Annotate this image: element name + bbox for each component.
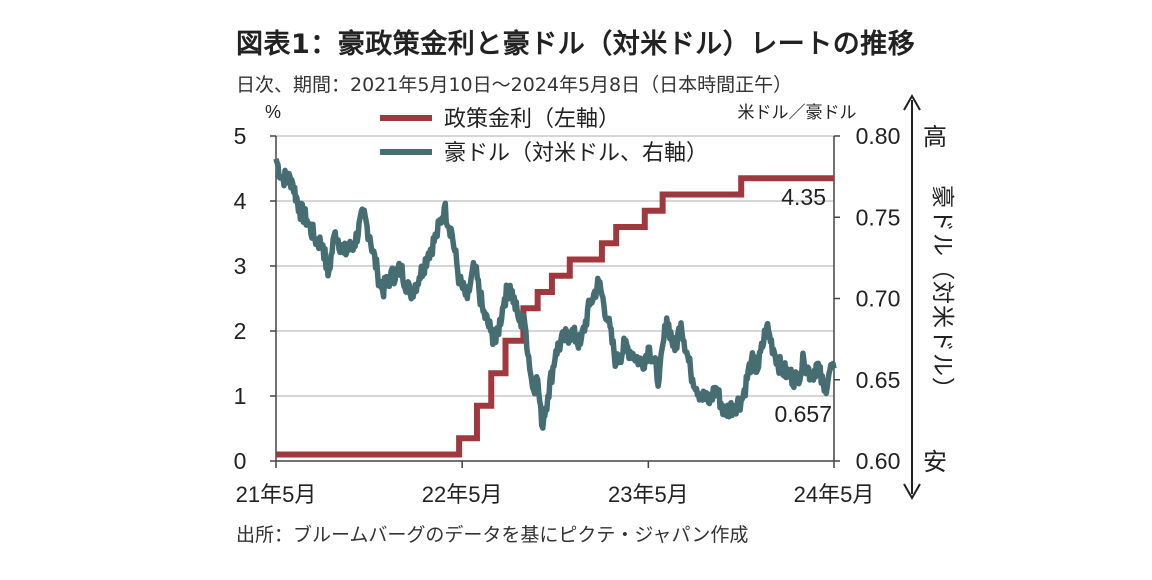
rate-last-value: 4.35 [781,184,826,210]
x-tick-label: 21年5月 [236,482,317,507]
right-series-caption: 豪ドル（対米ドル） [930,185,956,401]
chart-subtitle: 日次、期間：2021年5月10日～2024年5月8日（日本時間正午） [236,74,793,96]
left-axis-unit: % [265,102,281,122]
right-axis-unit: 米ドル／豪ドル [738,102,857,122]
right-tick-label: 0.60 [856,448,901,474]
right-tick-label: 0.65 [856,367,901,393]
left-tick-label: 5 [234,123,247,149]
x-tick-label: 22年5月 [422,482,503,507]
direction-bottom-label: 安 [923,449,947,476]
legend-label-aud: 豪ドル（対米ドル、右軸） [444,140,708,165]
arrow-head-up [903,93,921,111]
x-tick-label: 23年5月 [608,482,689,507]
arrow-head-down [903,483,921,501]
aud-last-value: 0.657 [774,401,832,427]
left-tick-label: 1 [234,383,247,409]
legend: 政策金利（左軸） 豪ドル（対米ドル、右軸） [380,106,708,165]
chart-title: 図表1：豪政策金利と豪ドル（対米ドル）レートの推移 [236,29,916,60]
right-tick-label: 0.75 [856,204,901,230]
x-tick-label: 24年5月 [794,482,875,507]
direction-top-label: 高 [923,124,947,151]
legend-label-rate: 政策金利（左軸） [444,106,620,131]
series-layer [273,158,837,458]
labels-layer: 4.35 0.657 [774,184,832,427]
right-tick-label: 0.70 [856,286,901,312]
policy-rate-line [276,175,834,458]
right-tick-label: 0.80 [856,123,901,149]
left-tick-label: 4 [234,188,247,214]
left-tick-label: 2 [234,318,247,344]
left-tick-label: 3 [234,253,247,279]
direction-arrow: 高安 豪ドル（対米ドル） [903,93,956,501]
chart-source: 出所：ブルームバーグのデータを基にピクテ・ジャパン作成 [236,524,749,546]
aud-usd-line [273,158,837,431]
left-tick-label: 0 [234,448,247,474]
